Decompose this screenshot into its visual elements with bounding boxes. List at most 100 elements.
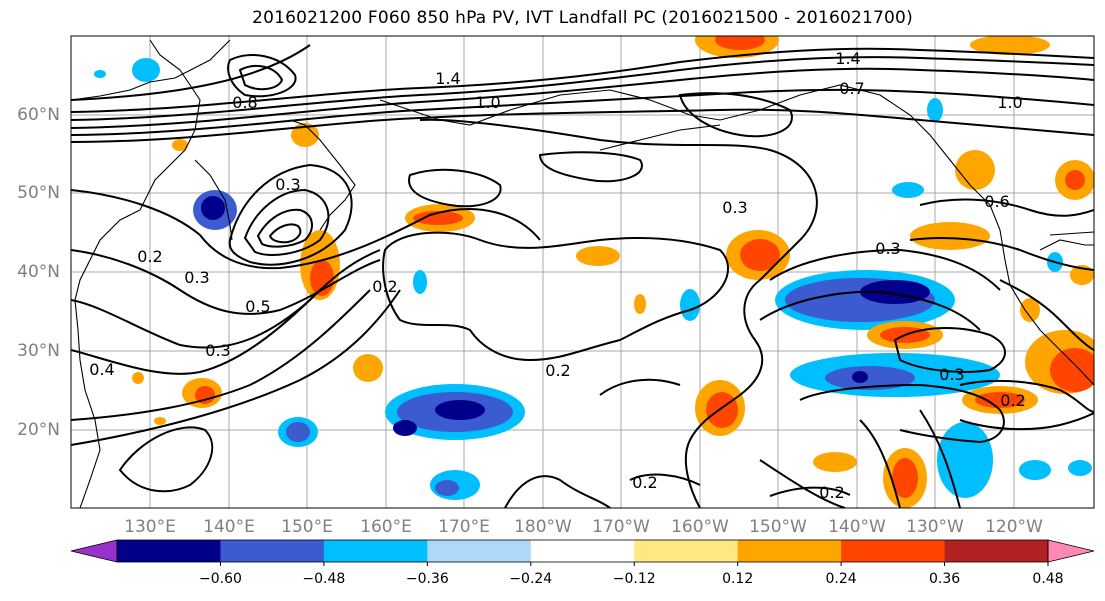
contour-line bbox=[71, 44, 311, 101]
contour-line bbox=[382, 231, 730, 362]
map-content: 1.4 1.0 0.8 1.4 0.7 0.2 0.3 0.5 0.4 0.2 … bbox=[71, 36, 1094, 508]
pos-anomaly bbox=[715, 36, 765, 50]
colorbar-tick-label: −0.12 bbox=[613, 571, 656, 587]
colorbar-tick-label: 0.12 bbox=[722, 571, 753, 587]
neg-anomaly bbox=[413, 270, 427, 294]
colorbar-segment bbox=[737, 540, 842, 562]
colorbar-segment bbox=[530, 540, 635, 562]
contour-line bbox=[71, 249, 381, 349]
contour-line bbox=[504, 378, 701, 508]
pos-anomaly bbox=[1020, 298, 1040, 322]
contour-line bbox=[71, 189, 541, 270]
contour-label: 0.5 bbox=[245, 297, 270, 316]
neg-anomaly bbox=[927, 98, 943, 122]
colorbar-segment bbox=[117, 540, 221, 562]
contour-line bbox=[238, 64, 284, 91]
neg-anomaly bbox=[94, 70, 106, 78]
contour-label: 0.3 bbox=[722, 198, 747, 217]
contour-label: 0.2 bbox=[1000, 391, 1025, 410]
contour-line bbox=[893, 327, 1006, 373]
contour-label: 0.3 bbox=[275, 175, 300, 194]
contour-line bbox=[999, 279, 1094, 351]
pos-anomaly bbox=[154, 417, 166, 425]
colorbar-segment bbox=[841, 540, 946, 562]
contour-label: 1.4 bbox=[435, 69, 460, 88]
lon-label: 140°E bbox=[203, 517, 255, 537]
contour-line bbox=[759, 409, 961, 508]
contour-line bbox=[118, 426, 214, 493]
contour-line bbox=[799, 383, 1005, 444]
contour-line bbox=[419, 118, 818, 508]
pos-anomaly bbox=[970, 36, 1050, 55]
neg-anomaly bbox=[201, 196, 225, 220]
latitude-labels: 60°N 50°N 40°N 30°N 20°N bbox=[17, 105, 60, 440]
contour-line bbox=[678, 92, 793, 138]
lon-label: 130°E bbox=[124, 517, 176, 537]
pos-anomaly bbox=[1065, 170, 1085, 190]
contour-label: 1.0 bbox=[475, 93, 500, 112]
neg-anomaly bbox=[132, 58, 160, 82]
pos-anomaly bbox=[172, 139, 188, 151]
contour-line bbox=[408, 168, 502, 208]
lon-label: 130°W bbox=[906, 517, 964, 537]
colorbar-tick-label: −0.48 bbox=[302, 571, 345, 587]
colorbar-tick-label: −0.24 bbox=[509, 571, 552, 587]
neg-anomaly bbox=[1068, 460, 1092, 476]
lon-label: 150°E bbox=[281, 517, 333, 537]
lon-label: 160°W bbox=[671, 517, 729, 537]
pos-anomaly bbox=[413, 211, 463, 225]
neg-anomaly bbox=[393, 420, 417, 436]
contour-label: 0.6 bbox=[984, 192, 1009, 211]
contour-label: 0.8 bbox=[232, 93, 257, 112]
contour-line bbox=[71, 289, 371, 421]
contour-line bbox=[538, 151, 643, 183]
pv-shading bbox=[94, 36, 1094, 508]
lon-label: 180°W bbox=[514, 517, 572, 537]
neg-anomaly bbox=[680, 289, 700, 321]
colorbar-extend-max bbox=[1047, 539, 1095, 563]
contour-line bbox=[71, 108, 1094, 143]
contour-line bbox=[71, 88, 1094, 136]
pos-anomaly bbox=[291, 123, 319, 147]
contour-line bbox=[959, 379, 1094, 431]
lon-label: 170°E bbox=[438, 517, 490, 537]
us-border bbox=[1039, 231, 1094, 251]
pos-anomaly bbox=[955, 150, 995, 190]
pv-contours bbox=[71, 44, 1094, 508]
lat-label: 30°N bbox=[17, 341, 60, 361]
colorbar-segment bbox=[323, 540, 428, 562]
pos-anomaly bbox=[910, 222, 990, 250]
neg-anomaly bbox=[852, 371, 868, 383]
lon-label: 140°W bbox=[828, 517, 886, 537]
pos-anomaly bbox=[740, 239, 780, 271]
contour-line bbox=[228, 163, 353, 266]
colorbar-tick-label: −0.60 bbox=[199, 571, 242, 587]
contour-label: 0.3 bbox=[184, 268, 209, 287]
neg-anomaly bbox=[892, 182, 924, 198]
contour-label: 0.7 bbox=[839, 79, 864, 98]
contour-label: 0.3 bbox=[875, 239, 900, 258]
lat-label: 40°N bbox=[17, 262, 60, 282]
colorbar-outline bbox=[116, 539, 1049, 563]
contour-label: 1.0 bbox=[997, 93, 1022, 112]
contour-line bbox=[759, 248, 1001, 331]
neg-anomaly bbox=[435, 400, 485, 420]
colorbar-tick-label: 0.36 bbox=[929, 571, 960, 587]
contour-label: 0.2 bbox=[372, 277, 397, 296]
contour-line bbox=[243, 188, 330, 256]
lat-label: 60°N bbox=[17, 105, 60, 125]
lon-label: 160°E bbox=[360, 517, 412, 537]
pos-anomaly bbox=[353, 354, 383, 382]
contour-labels: 1.4 1.0 0.8 1.4 0.7 0.2 0.3 0.5 0.4 0.2 … bbox=[89, 49, 1025, 502]
map-frame bbox=[70, 35, 1095, 509]
contour-line bbox=[71, 249, 381, 315]
pos-anomaly bbox=[1050, 348, 1094, 392]
colorbar-segment bbox=[634, 540, 739, 562]
pos-anomaly bbox=[892, 458, 918, 498]
colorbar-segment bbox=[944, 540, 1049, 562]
neg-anomaly bbox=[286, 422, 310, 442]
contour-line bbox=[71, 56, 1094, 121]
contour-label: 0.4 bbox=[89, 360, 114, 379]
lon-label: 120°W bbox=[985, 517, 1043, 537]
